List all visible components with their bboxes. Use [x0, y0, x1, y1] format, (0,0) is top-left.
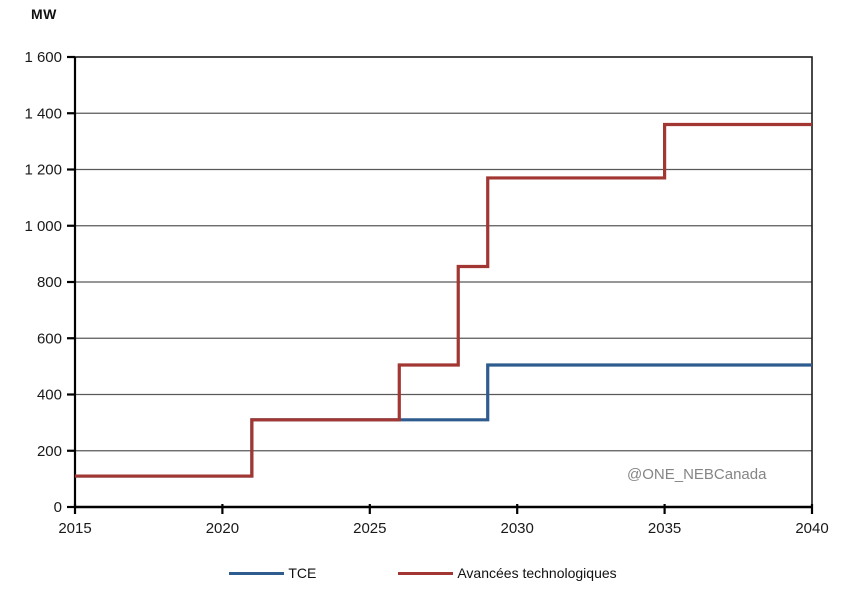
legend-label-avancees: Avancées technologiques — [457, 565, 617, 581]
legend-item-avancees: Avancées technologiques — [398, 565, 617, 581]
x-tick-label: 2015 — [58, 520, 91, 537]
x-tick-label: 2035 — [648, 520, 681, 537]
y-tick-label: 400 — [37, 387, 62, 404]
y-tick-label: 800 — [37, 274, 62, 291]
legend-label-tce: TCE — [288, 565, 317, 581]
y-tick-label: 1 600 — [24, 49, 62, 66]
series-line-avancees — [75, 122, 812, 478]
tce-line-swatch-icon — [229, 571, 285, 575]
x-tick-label: 2040 — [795, 520, 828, 537]
y-tick-label: 600 — [37, 330, 62, 347]
chart-plot-area: 0 200 400 600 800 1 000 1 200 1 400 1 600 2015 202… — [24, 49, 828, 537]
watermark-text: @ONE_NEBCanada — [627, 466, 767, 483]
y-tick-label: 1 000 — [24, 218, 62, 235]
y-tick-label: 200 — [37, 443, 62, 460]
avancees-line-swatch-icon — [398, 571, 454, 575]
x-tick-label: 2025 — [353, 520, 386, 537]
x-tick-label: 2030 — [501, 520, 534, 537]
chart-legend: TCE Avancées technologiques — [0, 565, 846, 581]
series-line-tce — [75, 363, 812, 478]
y-tick-label: 1 400 — [24, 105, 62, 122]
x-tick-label: 2020 — [206, 520, 239, 537]
y-axis-unit-label: MW — [31, 6, 57, 22]
legend-item-tce: TCE — [229, 565, 316, 581]
y-tick-label: 0 — [54, 499, 62, 516]
y-tick-label: 1 200 — [24, 162, 62, 179]
